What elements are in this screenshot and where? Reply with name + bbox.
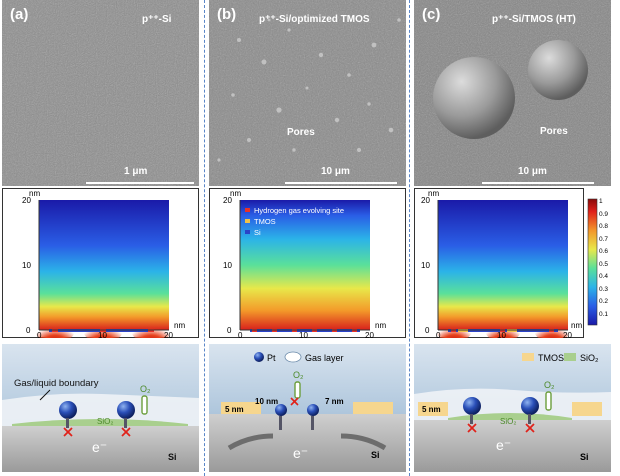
pores-label: Pores — [287, 127, 315, 138]
sio2-legend-icon — [564, 353, 576, 361]
scale-bar — [86, 182, 194, 184]
panel-divider-2 — [409, 0, 410, 476]
gas-liquid-boundary-label: Gas/liquid boundary — [14, 378, 99, 389]
sio2-legend-label: SiO₂ — [580, 353, 599, 363]
colorbar-tick: 0.8 — [599, 223, 608, 230]
x-tick-label: 20 — [563, 331, 572, 338]
colorbar-tick: 0.5 — [599, 261, 608, 268]
x-tick-label: 20 — [164, 331, 173, 338]
colorbar: 1 0.9 0.8 0.7 0.6 0.5 0.4 0.3 0.2 0.1 — [586, 197, 620, 337]
scale-bar-label: 10 μm — [518, 166, 547, 177]
colorbar-tick: 0.1 — [599, 311, 608, 318]
legend-item-label: TMOS — [254, 217, 276, 226]
y-axis-unit: nm — [29, 189, 40, 198]
colorbar-tick: 0.3 — [599, 286, 608, 293]
x-tick-label: 10 — [497, 331, 506, 338]
o2-label: O₂ — [544, 380, 555, 390]
panel-letter: (b) — [217, 6, 237, 23]
sem-image-b: (b) p⁺⁺-Si/optimized TMOS Pores 10 μm — [209, 0, 406, 186]
sem-image-c: (c) p⁺⁺-Si/TMOS (HT) Pores 10 μm — [414, 0, 611, 186]
y-tick-label: 20 — [421, 196, 430, 205]
y-tick-label: 0 — [26, 326, 31, 335]
legend-item-label: Hydrogen gas evolving site — [254, 206, 344, 215]
sphere-particle — [433, 57, 515, 139]
panel-letter: (c) — [422, 6, 441, 23]
o2-label: O₂ — [140, 384, 151, 394]
x-tick-label: 0 — [238, 331, 243, 338]
scheme-b: Pt Gas layer 5 nm O₂ 10 nm 7 nm e⁻ Si — [209, 344, 406, 472]
x-tick-label: 0 — [37, 331, 42, 338]
tmos-thickness-label: 5 nm — [422, 405, 441, 414]
colorbar-tick: 0.2 — [599, 298, 608, 305]
si-label: Si — [371, 450, 380, 460]
plot-a: 20 10 0 nm 0 10 20 nm — [2, 188, 199, 338]
si-label: Si — [168, 452, 177, 462]
sem-image-a: (a) p⁺⁺-Si 1 μm — [2, 0, 199, 186]
pores-label: Pores — [540, 126, 568, 137]
sio2-label: SiO₂ — [97, 417, 113, 426]
pore-width-label: 10 nm — [255, 397, 278, 406]
sample-label: p⁺⁺-Si/optimized TMOS — [259, 14, 370, 25]
y-axis-unit: nm — [428, 189, 439, 198]
pt-legend-label: Pt — [267, 353, 276, 363]
sphere-particle — [528, 40, 588, 100]
colorbar-tick: 0.9 — [599, 211, 608, 218]
y-tick-label: 20 — [22, 196, 31, 205]
o2-label: O₂ — [293, 370, 304, 380]
x-axis-unit: nm — [571, 321, 582, 330]
sample-label: p⁺⁺-Si/TMOS (HT) — [492, 14, 576, 25]
scheme-c: TMOS SiO₂ 5 nm O₂ SiO₂ e⁻ Si — [414, 344, 611, 472]
y-tick-label: 10 — [223, 261, 232, 270]
x-tick-label: 10 — [98, 331, 107, 338]
electron-label: e⁻ — [92, 439, 107, 455]
legend-item-label: Si — [254, 228, 261, 237]
scale-bar — [482, 182, 594, 184]
y-tick-label: 10 — [421, 261, 430, 270]
x-axis-unit: nm — [375, 321, 386, 330]
x-axis-unit: nm — [174, 321, 185, 330]
tmos-thickness-label: 5 nm — [225, 405, 244, 414]
colorbar-tick: 0.7 — [599, 236, 608, 243]
gas-layer-legend-icon — [284, 351, 302, 363]
tmos-legend-icon — [522, 353, 534, 361]
gas-layer-legend-label: Gas layer — [305, 353, 344, 363]
si-label: Si — [580, 452, 589, 462]
sample-label: p⁺⁺-Si — [142, 14, 172, 25]
tmos-legend-label: TMOS — [538, 353, 564, 363]
electron-label: e⁻ — [496, 437, 511, 453]
scale-bar — [285, 182, 397, 184]
y-tick-label: 10 — [22, 261, 31, 270]
pore-depth-label: 7 nm — [325, 397, 344, 406]
y-tick-label: 0 — [425, 326, 430, 335]
pt-legend-icon — [254, 352, 264, 362]
electron-label: e⁻ — [293, 445, 308, 461]
y-axis-unit: nm — [230, 189, 241, 198]
y-tick-label: 20 — [223, 196, 232, 205]
colorbar-tick: 0.6 — [599, 248, 608, 255]
x-tick-label: 10 — [299, 331, 308, 338]
sio2-label: SiO₂ — [500, 417, 516, 426]
colorbar-tick: 1 — [599, 198, 603, 205]
x-tick-label: 0 — [436, 331, 441, 338]
panel-divider-1 — [204, 0, 205, 476]
y-tick-label: 0 — [227, 326, 232, 335]
colorbar-tick: 0.4 — [599, 273, 608, 280]
plot-c: 20 10 0 nm 0 10 20 nm — [414, 188, 611, 338]
scale-bar-label: 10 μm — [321, 166, 350, 177]
scale-bar-label: 1 μm — [124, 166, 148, 177]
x-tick-label: 20 — [365, 331, 374, 338]
scheme-a: O₂ Gas/liquid boundary SiO₂ e⁻ Si — [2, 344, 199, 472]
plot-b: Hydrogen gas evolving site TMOS Si 20 10… — [209, 188, 406, 338]
panel-letter: (a) — [10, 6, 29, 23]
